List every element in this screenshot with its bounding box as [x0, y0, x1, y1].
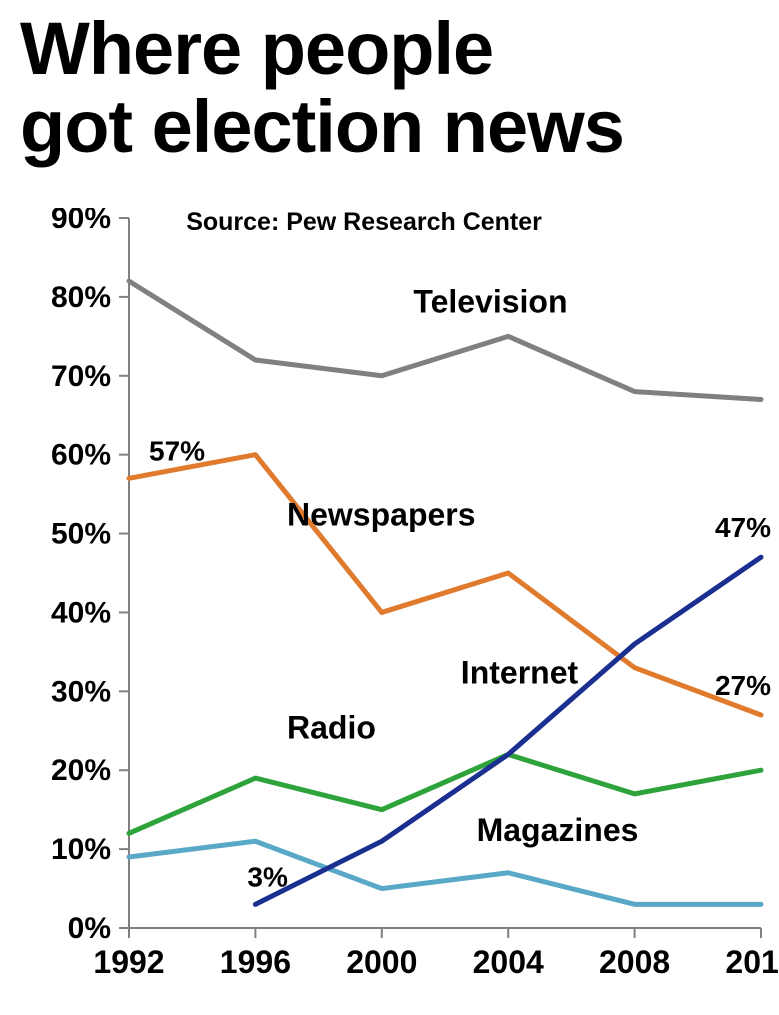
- x-tick-label: 2012: [725, 944, 779, 980]
- title-line-1: Where people: [20, 7, 493, 90]
- title-line-2: got election news: [20, 85, 624, 168]
- source-text: Source: Pew Research Center: [186, 208, 542, 236]
- y-tick-label: 30%: [51, 675, 111, 708]
- line-chart: 0% 10% 20% 30% 40% 50% 60% 70% 80% 90% 1992 1996 200…: [0, 208, 779, 1015]
- series-label-television: Television: [413, 284, 567, 320]
- y-tick-label: 60%: [51, 439, 111, 472]
- figure-root: Where people got election news 0% 10% 20% 3…: [0, 0, 779, 1015]
- y-tick-label: 0%: [68, 912, 111, 945]
- x-tick-label: 2008: [599, 944, 670, 980]
- series-line-radio: [129, 754, 761, 833]
- point-label-internet-start: 3%: [247, 861, 288, 892]
- series-line-magazines: [129, 841, 761, 904]
- series-label-newspapers: Newspapers: [287, 497, 476, 533]
- y-tick-label: 40%: [51, 596, 111, 629]
- series-label-internet: Internet: [461, 654, 579, 690]
- y-tick-label: 80%: [51, 281, 111, 314]
- y-tick-label: 70%: [51, 360, 111, 393]
- x-tick-label: 1996: [220, 944, 291, 980]
- x-tick-label: 1992: [93, 944, 164, 980]
- point-label-internet-end: 47%: [715, 512, 771, 543]
- point-label-newspapers-start: 57%: [149, 435, 205, 466]
- y-tick-label: 20%: [51, 754, 111, 787]
- x-tick-label: 2004: [473, 944, 544, 980]
- x-tick-label: 2000: [346, 944, 417, 980]
- series-label-magazines: Magazines: [477, 812, 639, 848]
- series-label-radio: Radio: [287, 710, 376, 746]
- series-line-newspapers: [129, 455, 761, 715]
- y-tick-label: 90%: [51, 208, 111, 235]
- chart-svg: 0% 10% 20% 30% 40% 50% 60% 70% 80% 90% 1992 1996 200…: [0, 208, 779, 1015]
- point-label-newspapers-end: 27%: [715, 670, 771, 701]
- y-tick-label: 50%: [51, 518, 111, 551]
- chart-title: Where people got election news: [20, 10, 759, 165]
- y-tick-label: 10%: [51, 833, 111, 866]
